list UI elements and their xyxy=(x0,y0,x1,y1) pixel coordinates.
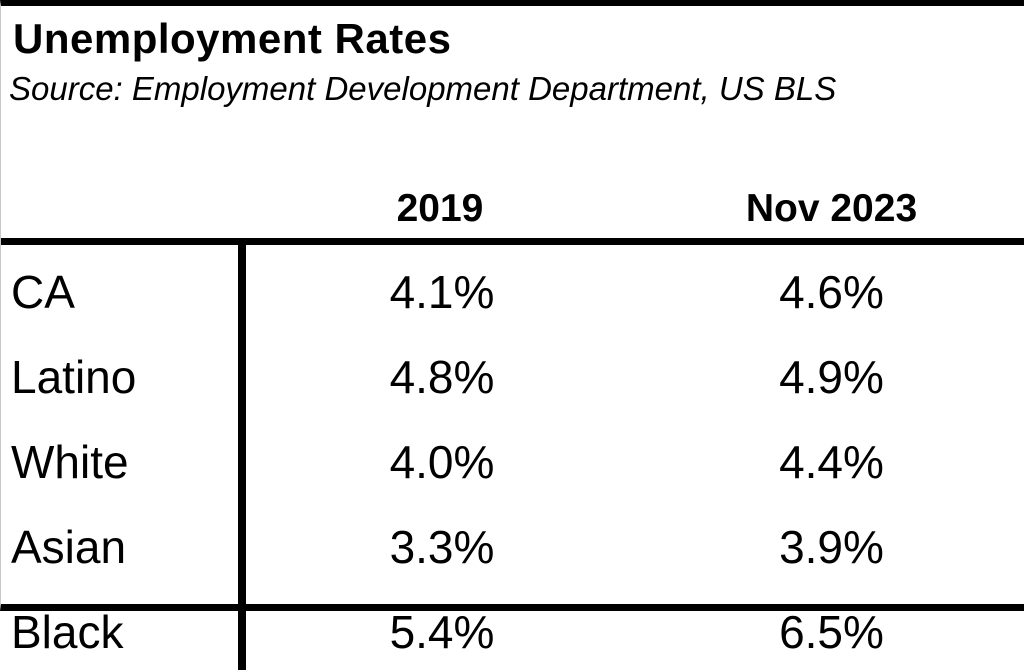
column-header-2019: 2019 xyxy=(242,109,638,245)
value-asian-2019: 3.3% xyxy=(389,520,495,573)
value-white-nov-2023: 4.4% xyxy=(779,435,884,488)
value-latino-2019: 4.8% xyxy=(389,350,495,403)
unemployment-rates-table: 2019 Nov 2023 CA 4.1% 4.6% Latino 4.8% 4… xyxy=(1,109,1024,670)
row-label-black: Black xyxy=(1,584,246,670)
value-white-2019: 4.0% xyxy=(389,435,495,488)
source-caption: Source: Employment Development Departmen… xyxy=(9,70,837,108)
row-label-white: White xyxy=(1,414,246,500)
value-black-2019: 5.4% xyxy=(389,605,495,658)
value-ca-2019: 4.1% xyxy=(389,265,495,318)
row-label-asian: Asian xyxy=(1,499,246,585)
value-black-nov-2023: 6.5% xyxy=(779,605,884,658)
table-row: White 4.0% 4.4% xyxy=(1,414,1024,500)
table-header-row: 2019 Nov 2023 xyxy=(1,109,1024,245)
table-row: Latino 4.8% 4.9% xyxy=(1,329,1024,415)
column-header-nov-2023: Nov 2023 xyxy=(638,109,1024,245)
page-title: Unemployment Rates xyxy=(13,15,452,62)
row-label-ca: CA xyxy=(1,241,246,330)
value-asian-nov-2023: 3.9% xyxy=(779,520,884,573)
table-row: Asian 3.3% 3.9% xyxy=(1,499,1024,585)
value-latino-nov-2023: 4.9% xyxy=(779,350,884,403)
header-spacer-cell xyxy=(1,109,242,245)
table-row: Black 5.4% 6.5% xyxy=(1,584,1024,670)
row-label-latino: Latino xyxy=(1,329,246,415)
value-ca-nov-2023: 4.6% xyxy=(779,265,884,318)
table-row: CA 4.1% 4.6% xyxy=(1,241,1024,330)
